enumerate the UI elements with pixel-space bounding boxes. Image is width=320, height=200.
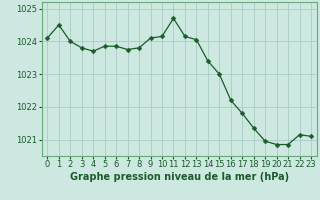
X-axis label: Graphe pression niveau de la mer (hPa): Graphe pression niveau de la mer (hPa)	[70, 172, 289, 182]
